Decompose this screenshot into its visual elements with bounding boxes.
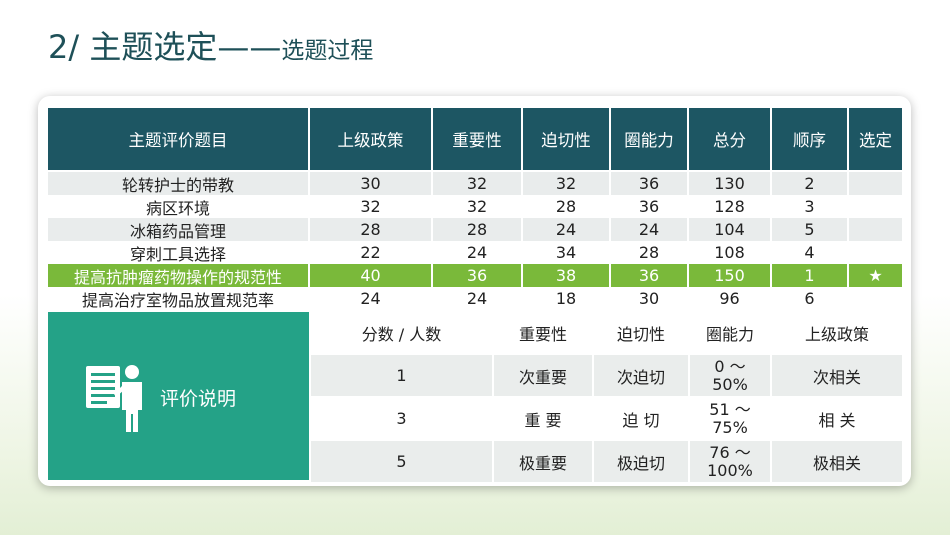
criteria-cell: 极相关 xyxy=(772,441,902,482)
table-cell: 128 xyxy=(714,197,745,216)
col-header-policy: 上级政策 xyxy=(310,108,431,170)
table-cell: 1 xyxy=(804,266,815,285)
table-cell xyxy=(849,287,902,310)
document-presenter-icon xyxy=(86,365,142,432)
slide-title-sub: 选题过程 xyxy=(281,38,374,64)
criteria-cell: 51 ～ 75% xyxy=(690,398,770,439)
criteria-header-urgency: 迫切性 xyxy=(594,312,688,353)
table-cell: 32 xyxy=(466,174,488,193)
col-header-rank: 顺序 xyxy=(772,108,847,170)
table-cell: 28 xyxy=(555,197,577,216)
table-cell: 3 xyxy=(804,197,815,216)
criteria-panel xyxy=(48,312,309,480)
criteria-cell: 迫 切 xyxy=(594,398,688,439)
table-cell: 6 xyxy=(804,289,815,308)
criteria-cell-score: 3 xyxy=(311,398,492,439)
table-cell xyxy=(849,195,902,218)
table-cell: 108 xyxy=(714,243,745,262)
criteria-header-policy: 上级政策 xyxy=(772,312,902,353)
table-cell xyxy=(849,172,902,195)
criteria-cell-score: 1 xyxy=(311,355,492,396)
selected-star-icon: ★ xyxy=(868,266,883,285)
table-cell-topic: 提高治疗室物品放置规范率 xyxy=(81,290,274,310)
table-cell: 18 xyxy=(555,289,577,308)
table-cell: 24 xyxy=(466,243,488,262)
table-cell: 130 xyxy=(714,174,745,193)
table-cell: 32 xyxy=(360,197,381,216)
table-cell: 96 xyxy=(719,289,740,308)
table-cell: 36 xyxy=(638,266,660,285)
table-cell: 40 xyxy=(360,266,381,285)
table-cell-topic-selected: 提高抗肿瘤药物操作的规范性 xyxy=(73,267,282,287)
table-cell-topic: 冰箱药品管理 xyxy=(129,221,226,241)
table-cell-topic: 病区环境 xyxy=(145,198,210,218)
table-cell: 28 xyxy=(638,243,660,262)
slide-title: 2/ 主题选定——选题过程 xyxy=(48,22,373,68)
criteria-cell: 极迫切 xyxy=(594,441,688,482)
table-cell: 22 xyxy=(360,243,381,262)
table-cell: 36 xyxy=(638,197,660,216)
table-cell: 28 xyxy=(360,220,381,239)
col-header-urgency: 迫切性 xyxy=(523,108,609,170)
table-cell: 36 xyxy=(466,266,488,285)
criteria-cell: 次迫切 xyxy=(594,355,688,396)
slide-title-main: 2/ 主题选定—— xyxy=(48,28,282,66)
criteria-header-importance: 重要性 xyxy=(494,312,592,353)
table-cell: 150 xyxy=(714,266,745,285)
criteria-cell: 相 关 xyxy=(772,398,902,439)
table-cell: 28 xyxy=(466,220,488,239)
criteria-header-score: 分数 / 人数 xyxy=(311,312,492,353)
col-header-capability: 圈能力 xyxy=(611,108,687,170)
criteria-cell: 0 ～ 50% xyxy=(690,355,770,396)
table-cell: 30 xyxy=(638,289,660,308)
table-cell: 2 xyxy=(804,174,815,193)
table-cell: 32 xyxy=(466,197,488,216)
criteria-cell: 重 要 xyxy=(494,398,592,439)
table-cell: 38 xyxy=(555,266,577,285)
table-cell: 32 xyxy=(555,174,577,193)
criteria-cell: 极重要 xyxy=(494,441,592,482)
col-header-total: 总分 xyxy=(689,108,770,170)
table-cell: 36 xyxy=(638,174,660,193)
col-header-selected: 选定 xyxy=(849,108,902,170)
table-cell-topic: 穿刺工具选择 xyxy=(129,244,226,264)
criteria-cell: 次相关 xyxy=(772,355,902,396)
table-cell: 24 xyxy=(360,289,381,308)
criteria-cell: 76 ～ 100% xyxy=(690,441,770,482)
table-cell: 30 xyxy=(360,174,381,193)
criteria-header-capability: 圈能力 xyxy=(690,312,770,353)
table-cell: 5 xyxy=(804,220,815,239)
table-cell-topic: 轮转护士的带教 xyxy=(121,175,234,195)
col-header-importance: 重要性 xyxy=(433,108,521,170)
table-cell: 24 xyxy=(466,289,488,308)
table-cell: 4 xyxy=(804,243,815,262)
table-cell xyxy=(849,218,902,241)
table-cell xyxy=(849,241,902,264)
table-cell: 24 xyxy=(638,220,660,239)
criteria-panel-label: 评价说明 xyxy=(160,388,237,410)
table-cell: 104 xyxy=(714,220,745,239)
col-header-topic: 主题评价题目 xyxy=(48,108,308,170)
table-cell: 34 xyxy=(555,243,577,262)
criteria-cell: 次重要 xyxy=(494,355,592,396)
criteria-cell-score: 5 xyxy=(311,441,492,482)
table-cell: 24 xyxy=(555,220,577,239)
